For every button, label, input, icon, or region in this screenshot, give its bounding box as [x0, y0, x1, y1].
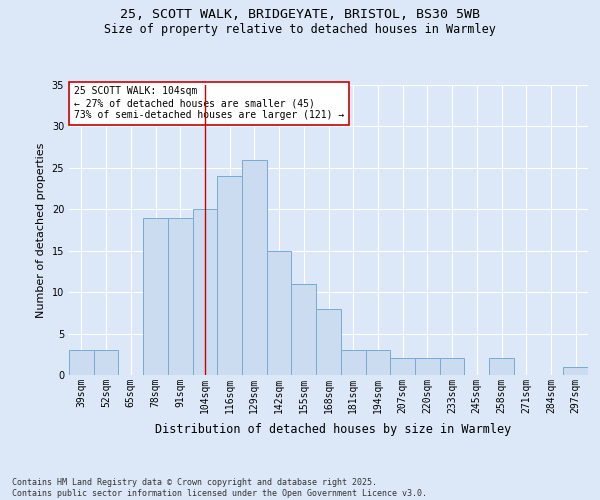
Bar	[341, 350, 365, 375]
Bar	[415, 358, 440, 375]
Text: Distribution of detached houses by size in Warmley: Distribution of detached houses by size …	[155, 422, 511, 436]
Bar	[242, 160, 267, 375]
Text: 25, SCOTT WALK, BRIDGEYATE, BRISTOL, BS30 5WB: 25, SCOTT WALK, BRIDGEYATE, BRISTOL, BS3…	[120, 8, 480, 20]
Bar	[168, 218, 193, 375]
Bar	[292, 284, 316, 375]
Bar	[489, 358, 514, 375]
Bar	[193, 210, 217, 375]
Bar	[365, 350, 390, 375]
Bar	[390, 358, 415, 375]
Bar	[94, 350, 118, 375]
Bar	[440, 358, 464, 375]
Text: Size of property relative to detached houses in Warmley: Size of property relative to detached ho…	[104, 22, 496, 36]
Y-axis label: Number of detached properties: Number of detached properties	[36, 142, 46, 318]
Bar	[563, 366, 588, 375]
Text: 25 SCOTT WALK: 104sqm
← 27% of detached houses are smaller (45)
73% of semi-deta: 25 SCOTT WALK: 104sqm ← 27% of detached …	[74, 86, 344, 120]
Text: Contains HM Land Registry data © Crown copyright and database right 2025.
Contai: Contains HM Land Registry data © Crown c…	[12, 478, 427, 498]
Bar	[143, 218, 168, 375]
Bar	[267, 250, 292, 375]
Bar	[217, 176, 242, 375]
Bar	[69, 350, 94, 375]
Bar	[316, 308, 341, 375]
